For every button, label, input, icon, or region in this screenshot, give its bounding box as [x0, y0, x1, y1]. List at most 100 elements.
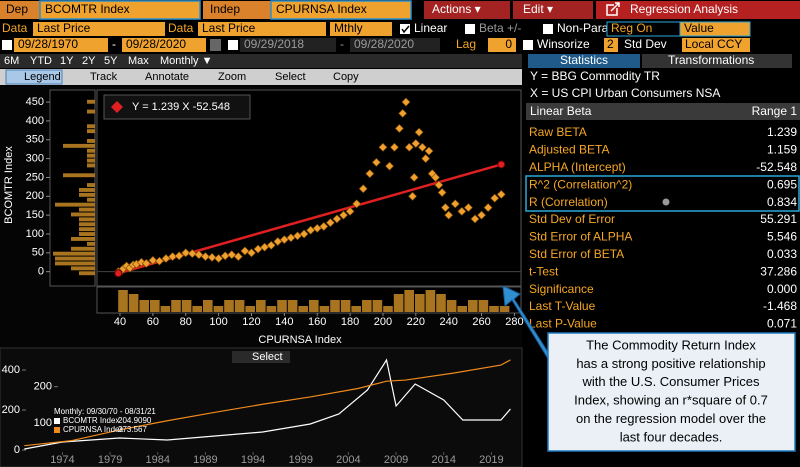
transformations-tab[interactable]: Transformations	[668, 53, 754, 67]
scatter-point	[477, 210, 486, 220]
histogram-bar	[446, 300, 457, 312]
stat-label: Significance	[529, 282, 594, 296]
x-tick-label: 260	[472, 316, 490, 328]
scatter-point	[463, 203, 473, 213]
input-field[interactable]	[39, 0, 201, 20]
input-field[interactable]	[604, 38, 618, 52]
dropdown[interactable]	[682, 38, 750, 52]
input-field[interactable]	[198, 22, 326, 36]
histogram-bar	[87, 148, 95, 153]
toolbar-button[interactable]: Zoom	[218, 71, 246, 83]
dropdown[interactable]	[679, 21, 751, 37]
annotation-text: The Commodity Return Index	[586, 337, 756, 352]
toolbar-button[interactable]: Legend	[24, 71, 61, 83]
histogram-bar	[71, 246, 95, 251]
date-field[interactable]	[350, 38, 440, 52]
histogram-bar	[87, 129, 95, 134]
toolbar-active	[5, 69, 63, 85]
histogram-bar	[213, 306, 224, 312]
checkbox[interactable]	[465, 24, 475, 34]
line-end-marker	[114, 269, 123, 278]
input-field[interactable]	[270, 0, 412, 20]
scatter-point	[266, 240, 276, 250]
histogram-bar	[128, 294, 139, 312]
end-date[interactable]: 09/28/2020	[354, 37, 414, 51]
dropdown[interactable]	[330, 22, 392, 36]
input-field[interactable]	[488, 38, 516, 52]
checkbox[interactable]	[543, 24, 553, 34]
indep-label: Indep	[210, 2, 240, 16]
period-button[interactable]: 6M	[4, 55, 19, 67]
date-field[interactable]	[14, 38, 108, 52]
scatter-point	[161, 254, 171, 263]
annotation-text: last four decades.	[620, 429, 723, 444]
tab-active[interactable]	[528, 54, 640, 68]
period-button[interactable]: 5Y	[104, 55, 118, 67]
x-tick-label: 40	[114, 316, 126, 328]
scatter-point	[358, 184, 368, 194]
date-field[interactable]	[240, 38, 336, 52]
std-dev-label: Std Dev	[624, 37, 667, 51]
toolbar-button[interactable]: Select	[275, 71, 306, 83]
select-button[interactable]	[232, 351, 290, 363]
menu-button[interactable]	[424, 1, 510, 19]
toolbar-button[interactable]: Annotate	[145, 71, 189, 83]
indep-value[interactable]: CPURNSA Index	[276, 2, 367, 16]
beta-option: Beta +/-	[479, 21, 521, 35]
x-tick-label: 60	[147, 316, 159, 328]
histogram-bar	[234, 300, 245, 312]
actions-menu[interactable]: Actions ▾	[432, 2, 481, 16]
end-date[interactable]: 09/28/2020	[126, 37, 186, 51]
toolbar-button[interactable]: Track	[90, 71, 118, 83]
y-tick-label: 300	[26, 153, 44, 165]
data-value[interactable]: Last Price	[202, 21, 256, 35]
winsorize-value[interactable]: 2	[607, 37, 614, 51]
checkbox[interactable]	[523, 40, 533, 50]
tab[interactable]	[642, 54, 792, 68]
x-tick-label: 280	[505, 316, 523, 328]
histogram-bar	[87, 241, 95, 246]
frequency[interactable]: Mthly	[334, 21, 363, 35]
checkbox[interactable]	[2, 40, 12, 50]
title-bar	[596, 1, 800, 19]
x-tick-label: 2014	[431, 454, 455, 466]
start-date[interactable]: 09/29/2018	[244, 37, 304, 51]
histogram-bar	[71, 266, 95, 271]
toolbar-button[interactable]: Copy	[333, 71, 359, 83]
scatter-point	[424, 146, 434, 156]
scatter-point	[306, 225, 316, 235]
period-button[interactable]: YTD	[30, 55, 52, 67]
lag-value[interactable]: 0	[505, 37, 512, 51]
dep-value[interactable]: BCOMTR Index	[45, 2, 130, 16]
data-value[interactable]: Last Price	[37, 21, 91, 35]
statistics-tab[interactable]: Statistics	[560, 53, 608, 67]
checkbox[interactable]	[228, 40, 238, 50]
checkbox[interactable]	[400, 24, 410, 34]
input-field[interactable]	[33, 22, 165, 36]
scatter-point	[440, 203, 450, 213]
stat-value: 5.546	[767, 230, 797, 244]
currency[interactable]: Local CCY	[685, 37, 742, 51]
start-date[interactable]: 09/28/1970	[18, 37, 78, 51]
histogram-bar	[79, 188, 95, 192]
y-description: Y = BBG Commodity TR	[530, 69, 660, 83]
calendar-icon[interactable]	[210, 39, 221, 51]
scatter-point	[181, 248, 191, 258]
reg-on-value[interactable]: Value	[684, 21, 714, 35]
menu-button[interactable]	[513, 1, 593, 19]
period-button[interactable]: 1Y	[60, 55, 74, 67]
histogram-bar	[79, 232, 95, 236]
scatter-point	[247, 248, 256, 258]
date-field[interactable]	[122, 38, 206, 52]
select-label[interactable]: Select	[252, 351, 283, 363]
period-button[interactable]: 2Y	[82, 55, 96, 67]
x-tick-label: 160	[308, 316, 326, 328]
period-button[interactable]: Max	[128, 55, 149, 67]
stat-value: 0.695	[767, 177, 797, 191]
scatter-point	[345, 206, 355, 216]
x-tick-label: 180	[341, 316, 359, 328]
period-button[interactable]: Monthly ▼	[160, 55, 212, 67]
scatter-point	[279, 235, 289, 245]
edit-menu[interactable]: Edit ▾	[523, 2, 553, 16]
scatter-point	[431, 173, 440, 182]
